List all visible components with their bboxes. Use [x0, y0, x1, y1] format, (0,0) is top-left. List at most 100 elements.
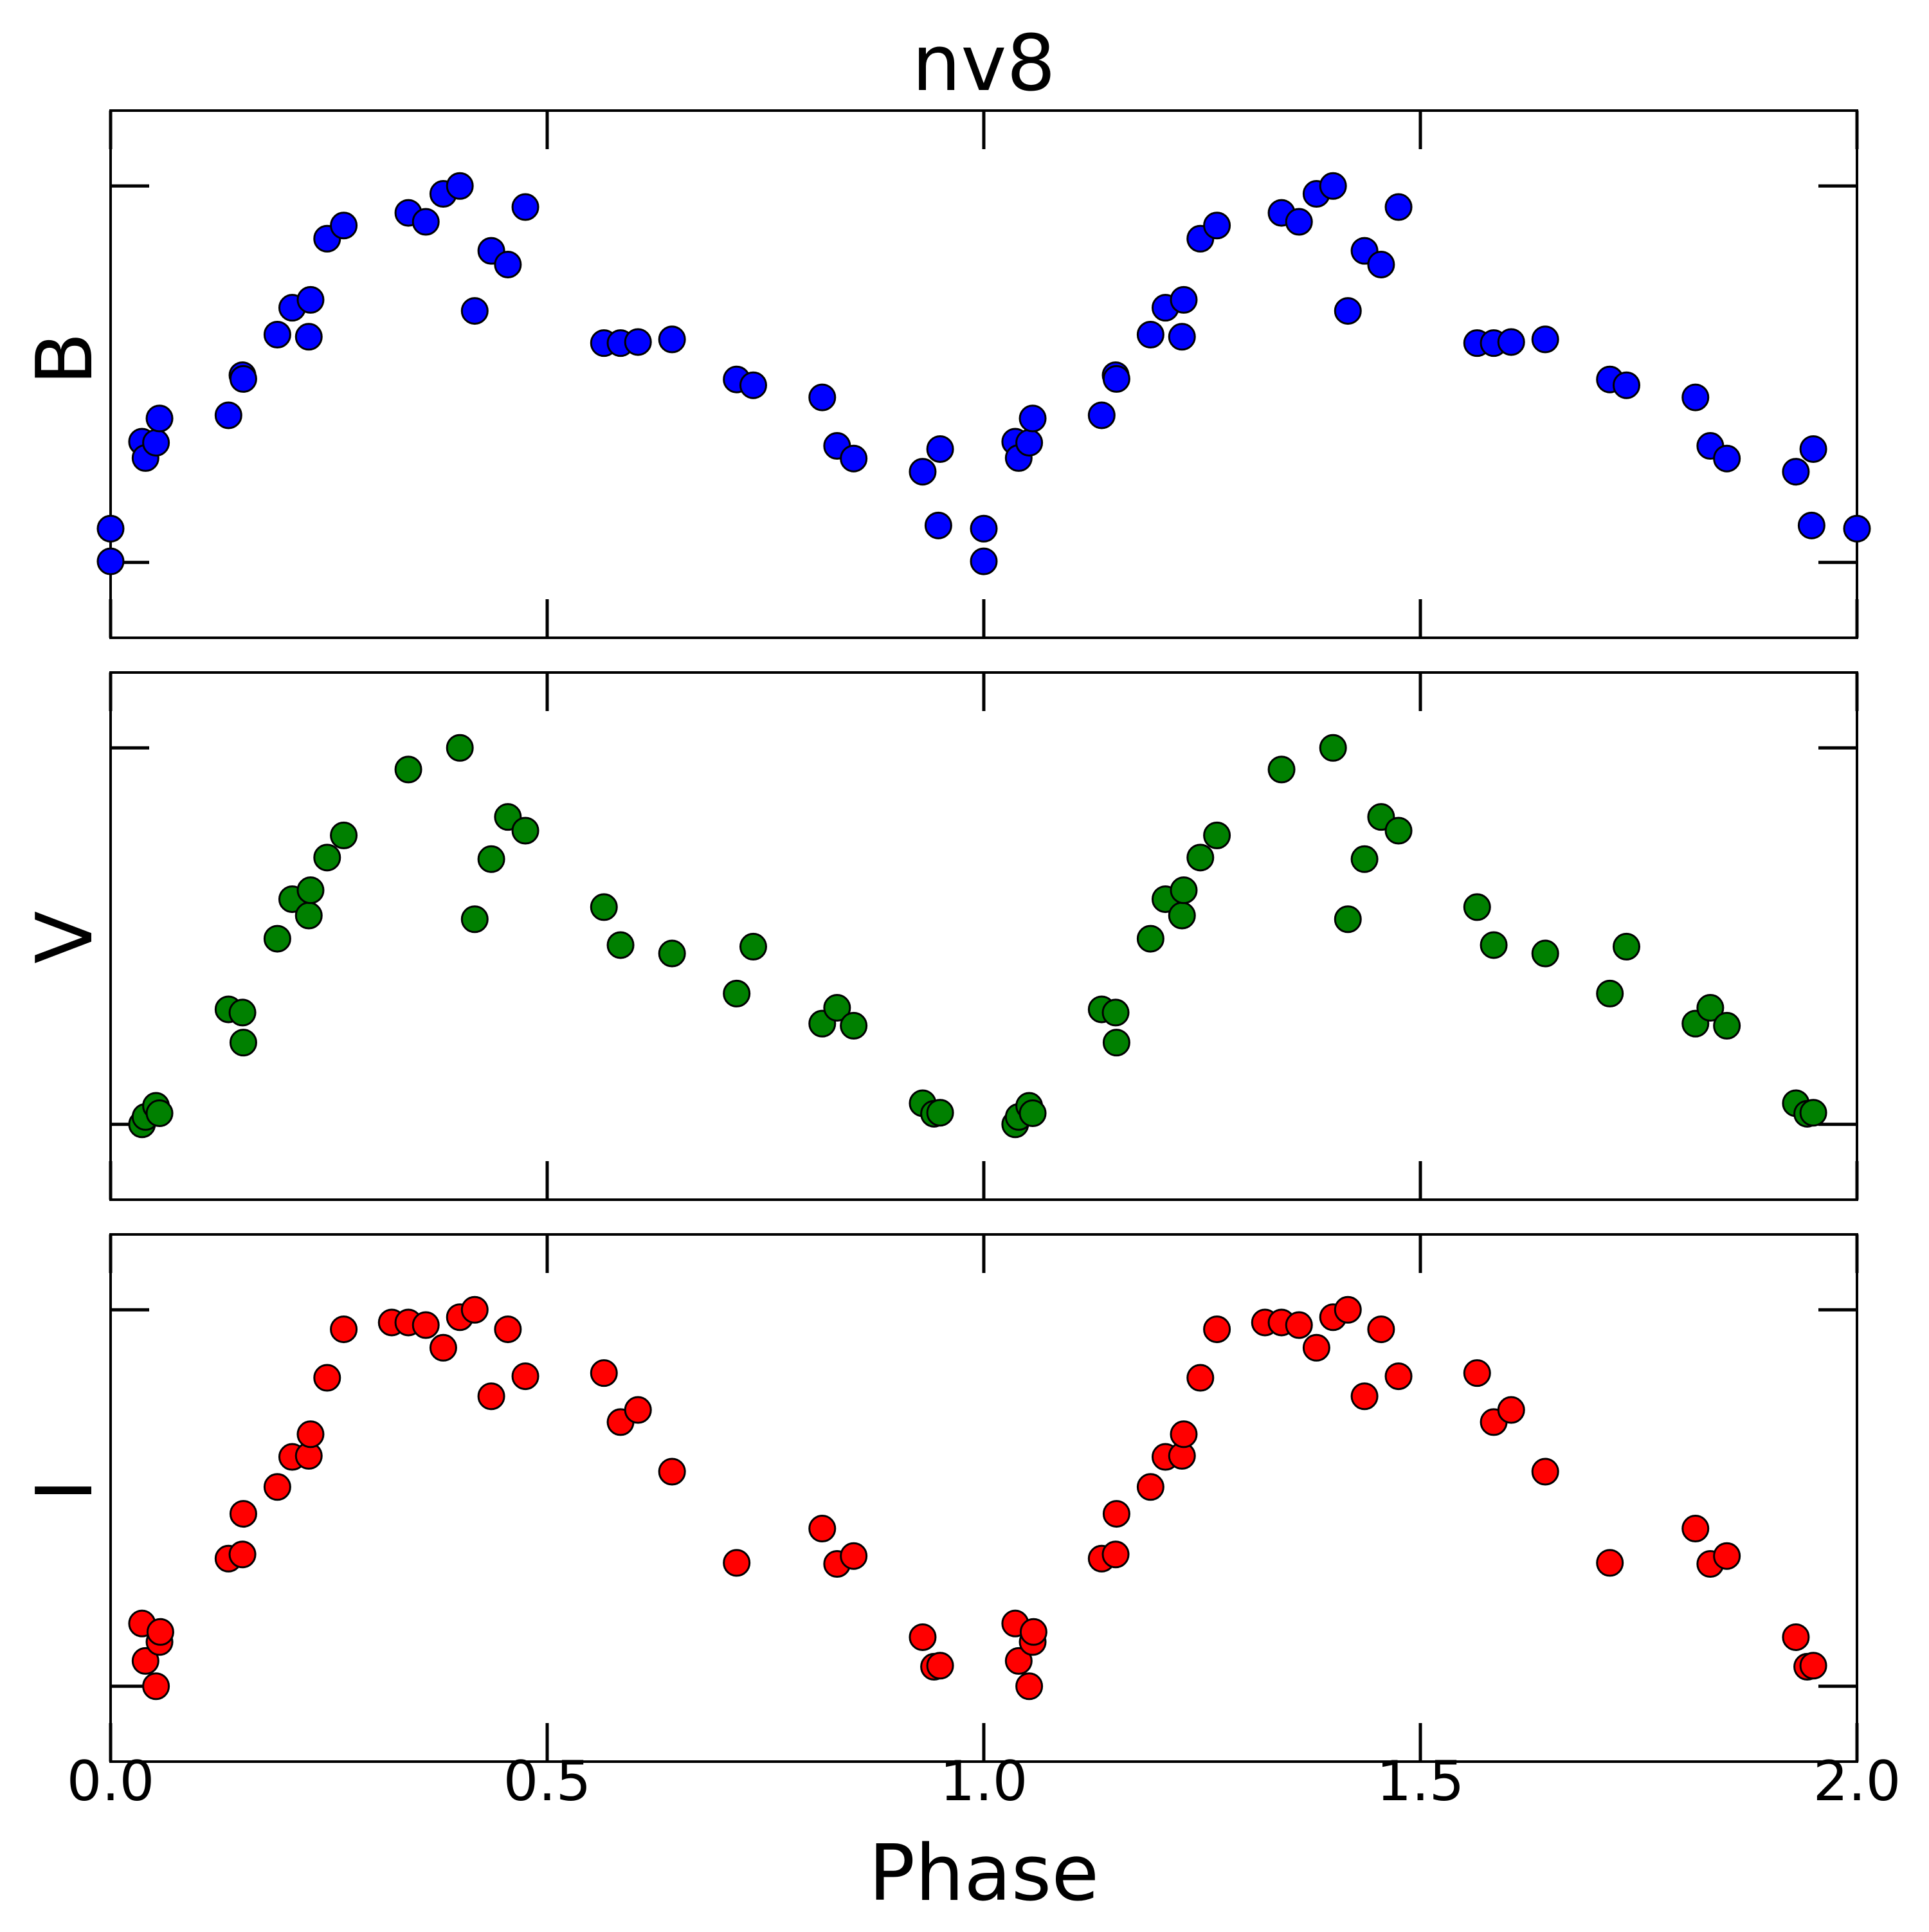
panel-v-data-point — [296, 876, 325, 905]
panel-i-data-point — [1015, 1672, 1044, 1701]
panel-b-data-point — [1087, 401, 1116, 429]
panel-b-data-point — [229, 365, 257, 393]
panel-b-ylabel: B — [21, 332, 110, 385]
panel-v-data-point — [330, 821, 358, 849]
panel-i-data-point — [313, 1364, 341, 1392]
panel-b-data-point — [1285, 208, 1313, 236]
panel-i-data-point — [1463, 1359, 1491, 1387]
panel-v-data-point — [723, 979, 751, 1007]
panel-i-data-point — [460, 1296, 489, 1324]
panel-v-data-point — [1463, 893, 1491, 921]
panel-b-data-point — [460, 297, 489, 325]
panel-v-data-point — [1319, 734, 1347, 762]
panel-i-data-point — [1367, 1315, 1395, 1344]
panel-v-data-point — [477, 845, 505, 873]
panel-i-data-point — [840, 1542, 868, 1570]
panel-i-data-point — [1334, 1296, 1362, 1324]
panel-i-data-point — [1713, 1542, 1741, 1570]
panel-v-data-point — [1136, 925, 1164, 953]
panel-b-data-point — [494, 250, 522, 278]
panel-b-data-point — [1497, 328, 1525, 356]
panel-b-data-point — [412, 208, 440, 236]
x-axis-label: Phase — [869, 1829, 1099, 1918]
panel-i-data-point — [1302, 1333, 1330, 1362]
panel-v-data-point — [460, 905, 489, 934]
panel-v-data-point — [926, 1099, 954, 1127]
panel-i-ylabel: I — [21, 1479, 110, 1501]
panel-v-data-point — [1531, 939, 1559, 968]
panel-v-data-point — [446, 734, 474, 762]
panel-v-data-point — [1186, 844, 1215, 872]
panel-v-data-point — [229, 1029, 257, 1057]
panel-v-data-point — [1267, 755, 1296, 784]
panel-b-data-point — [214, 401, 242, 429]
panel-b-data-point — [1612, 371, 1640, 399]
panel-b-data-point — [926, 435, 954, 463]
x-tick-label: 1.0 — [940, 1749, 1028, 1814]
panel-i-data-point — [808, 1515, 837, 1543]
panel-b: B — [21, 109, 1871, 639]
panel-b-data-point — [511, 193, 539, 221]
panel-i-data-point — [511, 1362, 539, 1391]
panel-i-data-point — [1596, 1549, 1624, 1577]
x-tick-label: 1.5 — [1377, 1749, 1465, 1814]
panel-b-data-point — [96, 514, 125, 543]
panel-v-ylabel: V — [21, 911, 110, 964]
panel-v-data-point — [511, 817, 539, 845]
panel-b-data-point — [1531, 325, 1559, 354]
panel-v-data-point — [1334, 905, 1362, 934]
panel-i: I — [21, 1233, 1859, 1763]
panel-b-data-point — [1384, 193, 1413, 221]
panel-v-data-point — [145, 1099, 174, 1128]
panel-b-data-point — [1367, 250, 1395, 278]
panel-v-data-point — [394, 755, 422, 784]
panel-i-data-point — [494, 1315, 522, 1344]
panel-i-data-point — [131, 1647, 159, 1675]
panel-i-data-point — [1681, 1515, 1710, 1543]
panel-b-data-point — [1319, 172, 1347, 200]
panel-b-data-point — [970, 547, 998, 575]
panel-v-data-point — [590, 893, 618, 921]
panel-v-data-point — [739, 932, 767, 961]
panel-v-data-point — [1168, 901, 1196, 930]
panel-b-data-point — [1681, 383, 1710, 411]
panel-i-data-point — [1170, 1420, 1198, 1449]
panel-b-data-point — [142, 429, 170, 457]
panel-v: V — [21, 671, 1859, 1201]
panel-b-data-point — [1170, 285, 1198, 314]
panel-v-data-point — [606, 931, 635, 959]
panel-i-data-point — [1186, 1364, 1215, 1392]
panel-b-data-point — [1797, 511, 1825, 539]
panel-b-data-point — [909, 458, 937, 486]
panel-v-data-point — [823, 994, 851, 1022]
panel-i-data-point — [658, 1458, 686, 1486]
x-tick-label: 0.0 — [67, 1749, 155, 1814]
panel-b-data-point — [1782, 458, 1810, 486]
panel-b-data-point — [1168, 323, 1196, 351]
chart-title: nv8 — [912, 19, 1055, 109]
panel-b-data-point — [145, 404, 174, 433]
panel-b-data-point — [446, 172, 474, 200]
panel-i-data-point — [1004, 1647, 1033, 1675]
panel-i-data-point — [1384, 1362, 1413, 1391]
panel-b-data-point — [330, 212, 358, 240]
panel-i-data-point — [926, 1652, 954, 1680]
panel-v-data-point — [1480, 931, 1508, 959]
panel-i-data-point — [590, 1359, 618, 1387]
panel-v-data-point — [228, 998, 257, 1027]
panel-b-data-point — [624, 328, 652, 356]
panel-i-frame — [109, 1233, 1858, 1763]
panel-b-data-point — [296, 285, 325, 314]
panel-b-data-point — [1843, 514, 1871, 543]
panel-i-data-point — [909, 1623, 937, 1651]
panel-i-data-point — [624, 1396, 652, 1424]
panel-b-data-point — [1799, 435, 1827, 463]
panel-i-data-point — [330, 1315, 358, 1344]
panel-b-data-point — [1019, 404, 1047, 433]
panel-v-data-point — [263, 925, 291, 953]
panel-v-data-point — [1350, 845, 1379, 873]
panel-b-data-point — [658, 325, 686, 354]
panel-i-data-point — [477, 1382, 505, 1411]
